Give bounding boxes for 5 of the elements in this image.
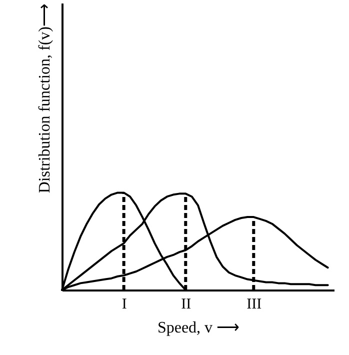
x-tick-label: II xyxy=(181,296,192,312)
x-tick-label: I xyxy=(122,296,127,312)
y-axis-title: Distribution function, f(v)⟶ xyxy=(36,4,54,194)
x-tick-label: III xyxy=(246,296,262,312)
x-axis-title: Speed, v ⟶ xyxy=(157,320,240,336)
